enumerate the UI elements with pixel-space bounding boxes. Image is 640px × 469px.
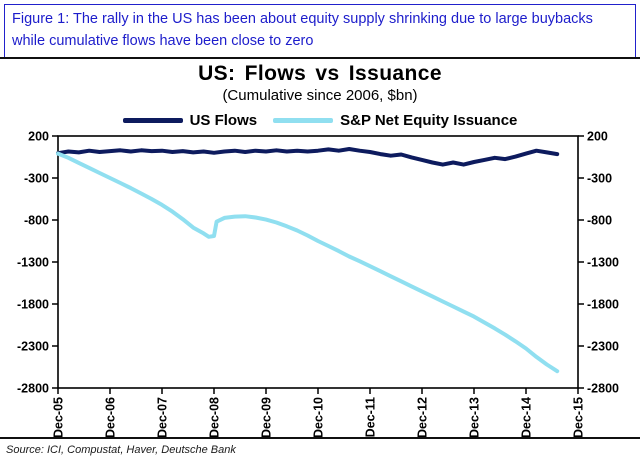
y-axis-label-right: -800	[587, 214, 612, 228]
y-axis-label-right: -300	[587, 172, 612, 186]
x-axis-label: Dec-09	[260, 397, 274, 438]
y-axis-label-left: -2300	[17, 340, 49, 354]
chart-title: US: Flows vs Issuance	[198, 62, 442, 85]
source-note: Source: ICI, Compustat, Haver, Deutsche …	[6, 444, 236, 456]
legend-label-us-flows: US Flows	[189, 111, 258, 129]
legend-entry-us-flows: US Flows	[122, 111, 258, 129]
y-axis-label-right: 200	[587, 130, 608, 144]
x-axis-label: Dec-10	[312, 397, 326, 438]
y-axis-label-left: 200	[28, 130, 49, 144]
y-axis-label-right: -2300	[587, 340, 619, 354]
x-axis-label: Dec-14	[520, 397, 534, 438]
us-flows-line-swatch	[122, 117, 183, 123]
x-axis-label: Dec-08	[208, 397, 222, 438]
x-axis-label: Dec-07	[156, 397, 170, 438]
chart-section: US: Flows vs Issuance (Cumulative since …	[0, 57, 640, 438]
series-line-s-p-net-equity-issuance	[56, 151, 560, 374]
x-axis-label: Dec-12	[416, 397, 430, 438]
chart-subtitle: (Cumulative since 2006, $bn)	[222, 87, 418, 104]
y-axis-label-left: -300	[24, 172, 49, 186]
y-axis-label-right: -1300	[587, 256, 619, 270]
chart-plot-area: 200 200 -300 -300 -800 -800 -1300 -1300 -1800 -18…	[17, 130, 619, 439]
x-axis-label: Dec-13	[468, 397, 482, 438]
plot-frame	[57, 135, 579, 389]
net-equity-issuance-line-swatch	[273, 117, 334, 123]
series-line-us-flows	[56, 147, 560, 167]
y-axis-label-right: -2800	[587, 382, 619, 396]
legend-label-net-equity-issuance: S&P Net Equity Issuance	[340, 111, 518, 129]
x-axis-label: Dec-06	[104, 397, 118, 438]
y-axis-label-left: -1300	[17, 256, 49, 270]
x-axis-label: Dec-05	[52, 397, 66, 438]
x-axis-label: Dec-15	[572, 397, 586, 438]
bottom-divider	[0, 437, 640, 439]
figure-caption: Figure 1: The rally in the US has been a…	[4, 4, 636, 58]
legend-entry-net-equity-issuance: S&P Net Equity Issuance	[273, 112, 517, 129]
x-axis-label: Dec-11	[364, 397, 378, 437]
y-axis-label-left: -800	[24, 214, 49, 228]
chart-legend: US Flows S&P Net Equity Issuance	[0, 110, 640, 130]
y-axis-label-right: -1800	[587, 298, 619, 312]
y-axis-label-left: -2800	[17, 382, 49, 396]
y-axis-label-left: -1800	[17, 298, 49, 312]
